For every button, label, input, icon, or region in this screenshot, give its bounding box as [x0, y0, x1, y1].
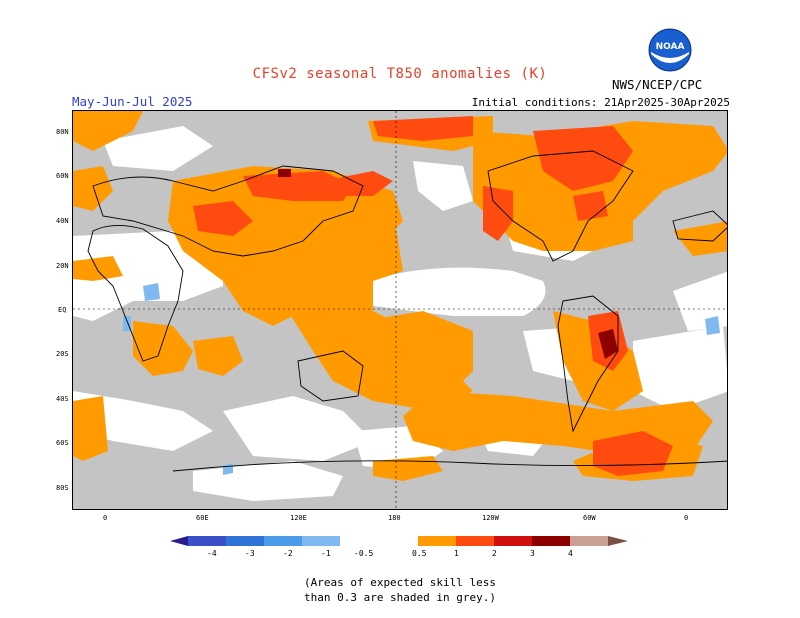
europe-outline	[672, 210, 727, 242]
warm-anomaly-2-3	[278, 169, 618, 359]
colorbar-arrow-left	[170, 536, 188, 546]
anomaly-map-svg	[73, 111, 727, 509]
south-america-outline	[557, 295, 619, 433]
colorbar-bin	[226, 536, 264, 546]
season-label: May-Jun-Jul 2025	[72, 94, 193, 109]
anomaly-map	[72, 110, 728, 510]
initial-conditions-label: Initial conditions: 21Apr2025-30Apr2025	[471, 96, 730, 109]
lat-label-40n: 40N	[56, 217, 69, 225]
colorbar-label: -0.5	[354, 549, 374, 558]
colorbar-arrow-right	[608, 536, 628, 546]
agency-label: NWS/NCEP/CPC	[612, 77, 703, 92]
lat-label-20n: 20N	[56, 262, 69, 270]
lon-label-120w: 120W	[482, 514, 499, 522]
colorbar-bin	[302, 536, 340, 546]
lat-label-eq: EQ	[58, 306, 67, 314]
colorbar-label: -2	[283, 549, 293, 558]
colorbar	[170, 536, 628, 546]
skill-note-line1: (Areas of expected skill less	[303, 576, 497, 589]
chart-title: CFSv2 seasonal T850 anomalies (K)	[252, 66, 548, 82]
lat-label-80s: 80S	[56, 484, 69, 492]
colorbar-bin	[340, 536, 418, 546]
colorbar-label: 3	[530, 549, 535, 558]
lat-label-20s: 20S	[56, 350, 69, 358]
graticule	[73, 111, 727, 509]
colorbar-bin	[418, 536, 456, 546]
colorbar-bin	[570, 536, 608, 546]
colorbar-bin	[456, 536, 494, 546]
lon-label-180: 180	[388, 514, 401, 522]
eurasia-outline	[92, 165, 364, 257]
north-america-outline	[487, 150, 634, 262]
near-normal-regions	[73, 126, 727, 501]
lat-label-40s: 40S	[56, 395, 69, 403]
lon-label-0-east: 0	[684, 514, 689, 522]
colorbar-bin	[264, 536, 302, 546]
lat-label-60s: 60S	[56, 439, 69, 447]
colorbar-label: 4	[568, 549, 573, 558]
colorbar-label: 0.5	[412, 549, 427, 558]
lon-label-60w: 60W	[583, 514, 596, 522]
colorbar-label: 1	[454, 549, 459, 558]
warm-anomaly-1-2	[193, 116, 673, 476]
colorbar-label: -3	[245, 549, 255, 558]
coastlines	[87, 150, 727, 472]
africa-outline	[87, 225, 184, 362]
lon-label-0: 0	[103, 514, 108, 522]
colorbar-bin	[188, 536, 226, 546]
colorbar-bin	[494, 536, 532, 546]
colorbar-label: -1	[321, 549, 331, 558]
lat-label-80n: 80N	[56, 128, 69, 136]
lat-label-60n: 60N	[56, 172, 69, 180]
colorbar-label: 2	[492, 549, 497, 558]
antarctica-outline	[172, 460, 727, 472]
lon-label-120e: 120E	[290, 514, 307, 522]
australia-outline	[297, 350, 364, 402]
colorbar-label: -4	[207, 549, 217, 558]
skill-note-line2: than 0.3 are shaded in grey.)	[303, 591, 497, 604]
lon-label-60e: 60E	[196, 514, 209, 522]
noaa-logo-text: NOAA	[656, 42, 685, 52]
colorbar-bin	[532, 536, 570, 546]
noaa-logo: NOAA	[648, 28, 692, 72]
